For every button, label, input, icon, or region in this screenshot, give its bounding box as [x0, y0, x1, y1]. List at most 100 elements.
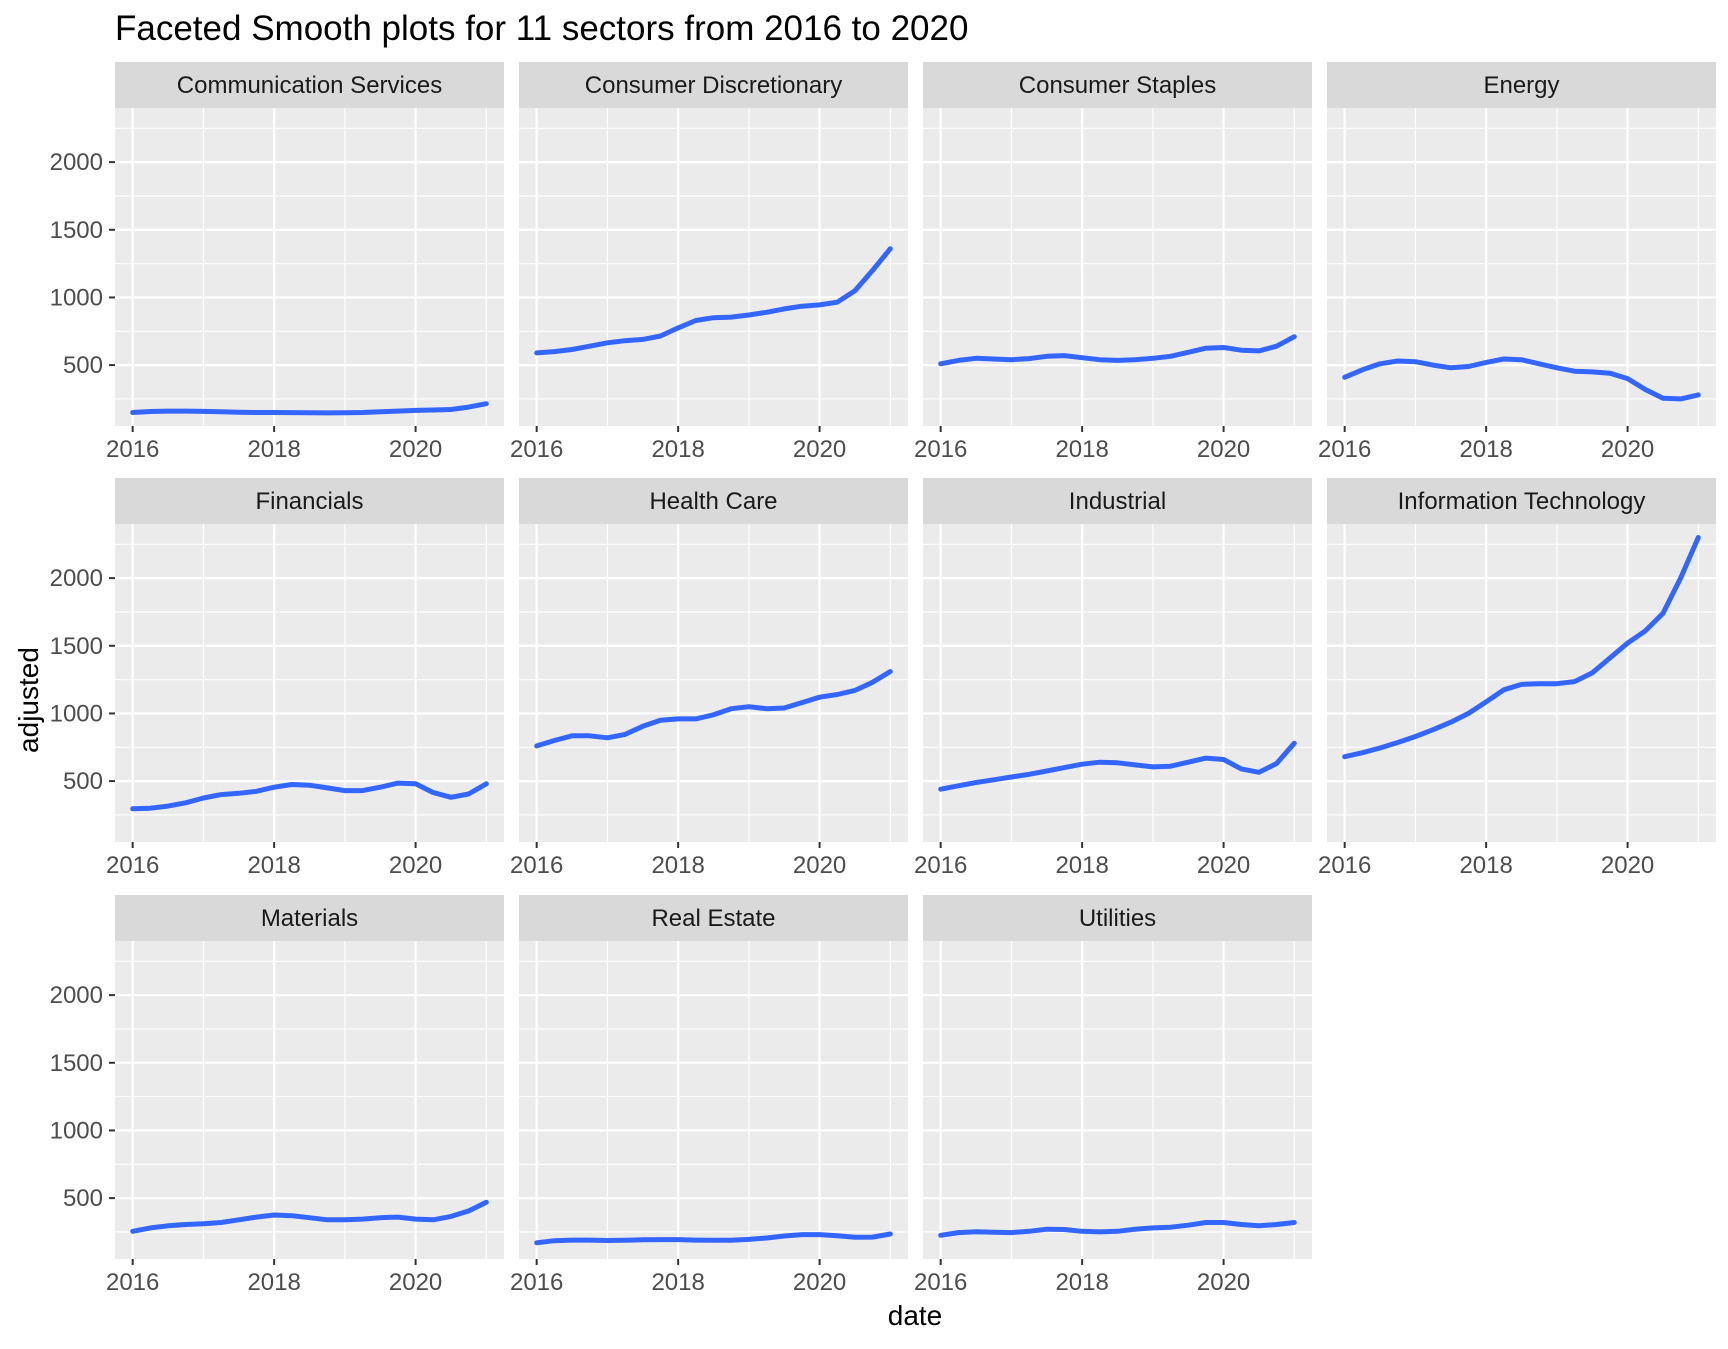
facet-strip	[115, 62, 504, 108]
facet-strip-label: Consumer Discretionary	[585, 72, 842, 99]
series-line-health-care	[534, 669, 893, 749]
facet-strip-label: Health Care	[649, 488, 777, 515]
x-tick-label: 2016	[914, 1269, 967, 1296]
facet-strip	[1327, 62, 1716, 108]
x-tick-label: 2018	[1459, 436, 1512, 463]
x-tick-label: 2016	[914, 436, 967, 463]
y-axis-title: adjusted	[13, 647, 44, 753]
facet-energy: Energy 2016 2018 2020	[1318, 62, 1716, 463]
x-tick-label: 2018	[651, 1269, 704, 1296]
facet-consumer-staples: Consumer Staples 2016 2018 2020	[914, 62, 1312, 463]
x-tick-label: 2020	[1197, 436, 1250, 463]
facet-panels: Communication Services 2016 2018 2020 500 100…	[50, 62, 1716, 1296]
x-tick-label: 2020	[389, 1269, 442, 1296]
panel-background	[519, 524, 908, 842]
series-line-consumer-staples	[938, 334, 1297, 367]
x-tick-label: 2016	[1318, 436, 1371, 463]
facet-strip	[519, 478, 908, 524]
x-tick-label: 2018	[247, 852, 300, 879]
x-tick-label: 2018	[1055, 1269, 1108, 1296]
x-tick-label: 2018	[247, 436, 300, 463]
series-line-materials	[130, 1199, 489, 1234]
x-tick-label: 2018	[651, 852, 704, 879]
facet-strip-label: Utilities	[1079, 905, 1156, 932]
series-line-industrial	[938, 740, 1297, 792]
facet-strip-label: Information Technology	[1398, 488, 1646, 515]
y-tick-label: 2000	[50, 149, 103, 176]
x-tick-label: 2018	[1055, 436, 1108, 463]
x-tick-label: 2018	[1055, 852, 1108, 879]
x-tick-label: 2018	[651, 436, 704, 463]
facet-strip	[519, 895, 908, 941]
facet-strip-label: Consumer Staples	[1019, 72, 1216, 99]
panel-background	[519, 941, 908, 1259]
x-tick-label: 2016	[106, 1269, 159, 1296]
facet-health-care: Health Care 2016 2018 2020	[510, 478, 908, 879]
x-tick-label: 2016	[510, 436, 563, 463]
series-line-financials	[130, 780, 489, 812]
x-tick-label: 2016	[106, 436, 159, 463]
x-tick-label: 2016	[510, 852, 563, 879]
x-tick-label: 2020	[793, 436, 846, 463]
facet-real-estate: Real Estate 2016 2018 2020	[510, 895, 908, 1296]
y-tick-label: 1500	[50, 1050, 103, 1077]
chart-title: Faceted Smooth plots for 11 sectors from…	[115, 9, 968, 48]
facet-information-technology: Information Technology 2016 2018 2020	[1318, 478, 1716, 879]
panel-background	[923, 941, 1312, 1259]
x-tick-label: 2020	[1197, 852, 1250, 879]
series-line-communication-services	[130, 401, 489, 416]
panel-background	[923, 524, 1312, 842]
x-tick-label: 2020	[389, 436, 442, 463]
x-tick-label: 2020	[389, 852, 442, 879]
y-tick-label: 1000	[50, 1117, 103, 1144]
facet-strip	[923, 895, 1312, 941]
y-tick-label: 2000	[50, 982, 103, 1009]
x-tick-label: 2020	[1601, 852, 1654, 879]
facet-communication-services: Communication Services 2016 2018 2020 500 100…	[50, 62, 504, 463]
facet-strip	[519, 62, 908, 108]
x-tick-label: 2016	[1318, 852, 1371, 879]
facet-strip	[1327, 478, 1716, 524]
panel-background	[1327, 108, 1716, 426]
facet-strip	[923, 478, 1312, 524]
series-line-real-estate	[534, 1231, 893, 1246]
x-tick-label: 2020	[793, 1269, 846, 1296]
facet-strip-label: Communication Services	[177, 72, 442, 99]
series-line-consumer-discretionary	[534, 246, 893, 356]
x-tick-label: 2020	[793, 852, 846, 879]
y-tick-label: 500	[63, 1185, 103, 1212]
facet-strip-label: Financials	[255, 488, 363, 515]
y-tick-label: 1000	[50, 284, 103, 311]
x-tick-label: 2020	[1601, 436, 1654, 463]
facet-strip-label: Real Estate	[651, 905, 775, 932]
facet-industrial: Industrial 2016 2018 2020	[914, 478, 1312, 879]
facet-consumer-discretionary: Consumer Discretionary 2016 2018 2020	[510, 62, 908, 463]
y-tick-label: 2000	[50, 565, 103, 592]
panel-background	[519, 108, 908, 426]
series-line-utilities	[938, 1220, 1297, 1238]
facet-materials: Materials 2016 2018 2020 500 1000 1500 2000	[50, 895, 504, 1296]
facet-strip-label: Materials	[261, 905, 358, 932]
x-tick-label: 2016	[914, 852, 967, 879]
panel-background	[115, 941, 504, 1259]
facet-financials: Financials 2016 2018 2020 500 1000 1500 2000	[50, 478, 504, 879]
x-tick-label: 2018	[247, 1269, 300, 1296]
y-tick-label: 1500	[50, 217, 103, 244]
x-tick-label: 2016	[510, 1269, 563, 1296]
y-tick-label: 1000	[50, 700, 103, 727]
x-tick-label: 2020	[1197, 1269, 1250, 1296]
panel-background	[115, 108, 504, 426]
y-tick-label: 1500	[50, 633, 103, 660]
x-tick-label: 2018	[1459, 852, 1512, 879]
facet-utilities: Utilities 2016 2018 2020	[914, 895, 1312, 1296]
x-axis-title: date	[888, 1300, 943, 1331]
y-tick-label: 500	[63, 352, 103, 379]
series-line-information-technology	[1342, 535, 1701, 760]
facet-strip	[115, 478, 504, 524]
y-tick-label: 500	[63, 768, 103, 795]
panel-background	[115, 524, 504, 842]
series-line-energy	[1342, 356, 1701, 402]
facet-strip	[923, 62, 1312, 108]
